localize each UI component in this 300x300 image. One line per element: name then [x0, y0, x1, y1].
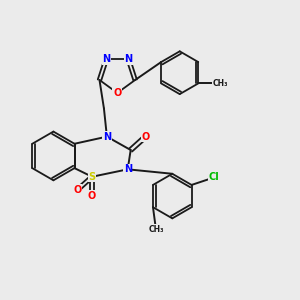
Text: O: O [113, 88, 122, 98]
Text: N: N [103, 132, 111, 142]
Text: N: N [124, 164, 132, 174]
Text: O: O [73, 185, 81, 195]
Text: O: O [88, 191, 96, 201]
Text: Cl: Cl [208, 172, 219, 182]
Text: O: O [141, 132, 150, 142]
Text: N: N [124, 54, 132, 64]
Text: CH₃: CH₃ [213, 79, 228, 88]
Text: S: S [88, 172, 96, 182]
Text: N: N [102, 54, 110, 64]
Text: CH₃: CH₃ [148, 225, 164, 234]
